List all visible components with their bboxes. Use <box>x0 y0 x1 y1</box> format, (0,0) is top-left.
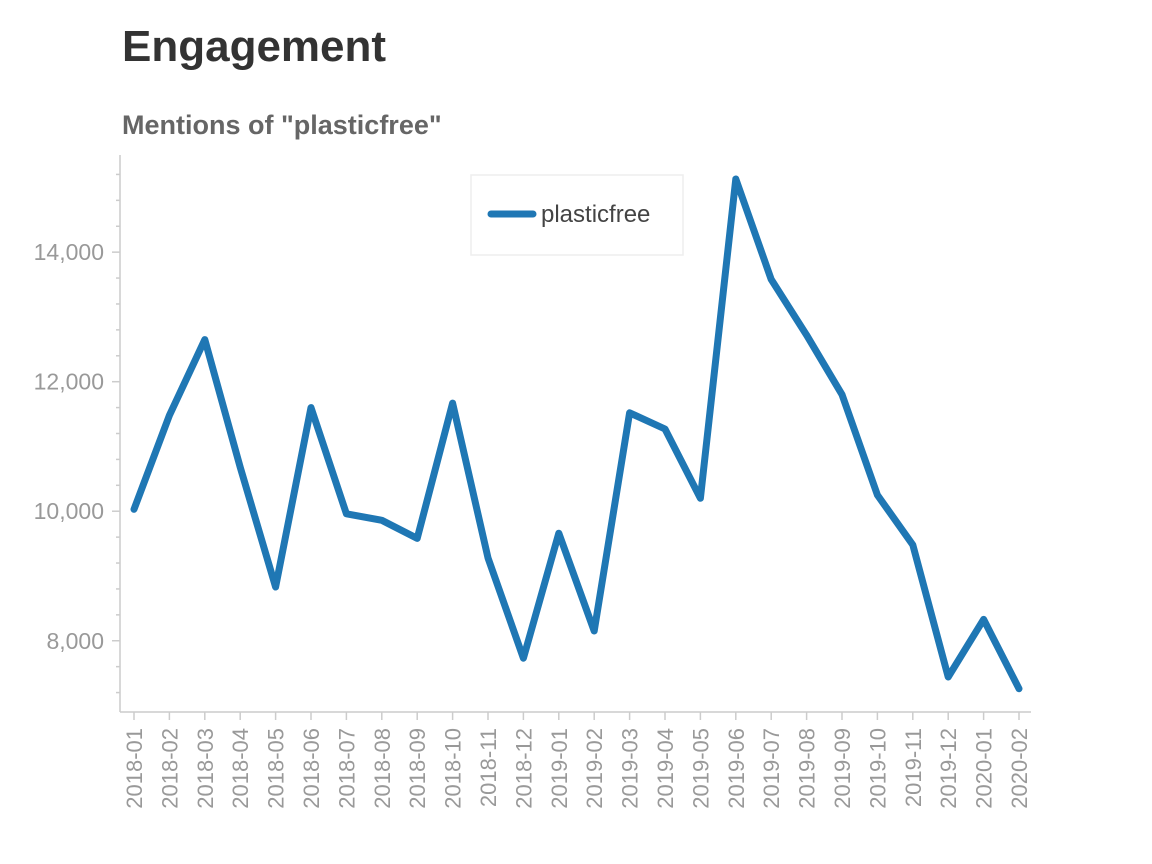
x-tick-label: 2018-12 <box>511 728 536 809</box>
x-tick-label: 2019-09 <box>830 728 855 809</box>
x-tick-label: 2019-05 <box>688 728 713 809</box>
x-tick-label: 2020-01 <box>972 728 997 809</box>
y-axis-ticks: 8,000 10,000 12,000 14,000 <box>34 173 120 694</box>
x-tick-label: 2018-09 <box>405 728 430 809</box>
y-tick-label: 8,000 <box>46 628 104 654</box>
page-title: Engagement <box>122 22 387 71</box>
x-tick-label: 2019-08 <box>795 728 820 809</box>
series-line-plasticfree <box>130 175 1023 693</box>
x-tick-label: 2019-04 <box>653 728 678 809</box>
x-tick-label: 2018-03 <box>193 728 218 809</box>
x-tick-label: 2018-04 <box>228 728 253 809</box>
chart-title: Mentions of "plasticfree" <box>122 110 442 140</box>
y-tick-label: 12,000 <box>34 369 104 395</box>
x-tick-label: 2018-10 <box>441 728 466 809</box>
x-tick-label: 2019-12 <box>936 728 961 809</box>
x-tick-label: 2019-10 <box>865 728 890 809</box>
legend-label: plasticfree <box>541 201 650 228</box>
x-tick-label: 2019-02 <box>582 728 607 809</box>
x-tick-label: 2018-06 <box>299 728 324 809</box>
x-tick-label: 2018-05 <box>264 728 289 809</box>
y-tick-label: 10,000 <box>34 498 104 524</box>
x-tick-label: 2018-08 <box>370 728 395 809</box>
x-tick-label: 2018-01 <box>122 728 147 809</box>
x-tick-label: 2019-07 <box>759 728 784 809</box>
x-tick-label: 2019-06 <box>724 728 749 809</box>
series-lines <box>130 175 1023 693</box>
legend: plasticfree <box>470 174 684 256</box>
x-tick-label: 2019-03 <box>618 728 643 809</box>
x-tick-label: 2020-02 <box>1007 728 1032 809</box>
x-tick-label: 2018-07 <box>334 728 359 809</box>
x-tick-label: 2018-02 <box>157 728 182 809</box>
x-axis-ticks: 2018-01 2018-02 2018-03 2018-04 2018-05 2018-… <box>122 712 1032 809</box>
x-tick-label: 2019-01 <box>547 728 572 809</box>
x-tick-label: 2018-11 <box>476 728 501 807</box>
x-tick-label: 2019-11 <box>901 728 926 807</box>
y-tick-label: 14,000 <box>34 239 104 265</box>
